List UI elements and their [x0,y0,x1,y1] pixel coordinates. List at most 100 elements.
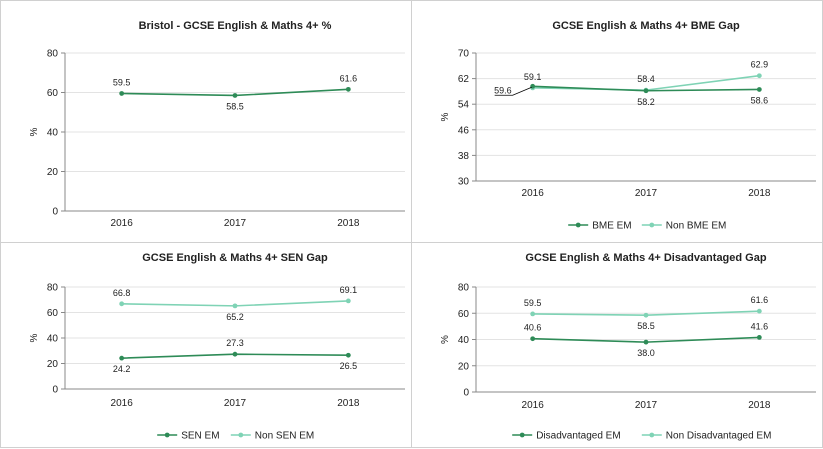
y-tick-label: 80 [47,283,59,294]
chart-title: GCSE English & Maths 4+ BME Gap [552,20,740,32]
chart-title: Bristol - GCSE English & Maths 4+ % [139,20,332,32]
y-tick-label: 54 [458,100,470,111]
y-tick-label: 0 [52,207,58,218]
y-tick-label: 20 [458,361,470,372]
y-tick-label: 60 [47,308,59,319]
data-point [232,303,238,309]
data-point [643,339,649,345]
data-label: 58.4 [637,74,655,84]
chart-panel-bme-gap: GCSE English & Maths 4+ BME Gap 30 38 46 54 6… [411,0,823,243]
legend-swatch-marker [649,432,655,438]
chart-title: GCSE English & Maths 4+ Disadvantaged Ga… [525,252,766,264]
chart-svg: GCSE English & Maths 4+ SEN Gap 0 20 40 60 80… [29,252,405,442]
y-axis-label: % [440,112,451,121]
y-axis-label: % [440,335,451,344]
y-tick-label: 70 [458,49,470,60]
data-label: 61.6 [751,295,769,305]
y-tick-label: 60 [458,309,470,320]
y-tick-label: 62 [458,74,470,85]
data-label: 61.6 [340,73,358,83]
chart-svg: GCSE English & Maths 4+ Disadvantaged Ga… [440,252,816,442]
y-tick-label: 0 [52,385,58,396]
x-tick-label: 2016 [522,400,545,411]
data-point [345,86,351,92]
data-point [119,355,125,361]
data-label: 58.6 [751,95,769,105]
legend-label: BME EM [592,221,631,232]
data-label: 38.0 [637,348,655,358]
legend-label: Non Disadvantaged EM [666,431,772,442]
data-point [530,336,536,342]
y-tick-label: 80 [458,283,470,294]
legend-swatch-marker [575,222,581,228]
data-point [756,87,762,92]
x-tick-label: 2018 [337,398,360,409]
data-point [345,298,351,304]
y-tick-label: 20 [47,359,59,370]
data-label: 58.5 [637,321,655,331]
legend-label: Non SEN EM [255,431,314,442]
legend-swatch-marker [649,222,655,228]
data-label: 24.2 [113,364,131,374]
x-tick-label: 2016 [111,218,134,229]
data-label: 59.5 [113,77,131,87]
x-tick-label: 2016 [111,398,134,409]
legend-swatch-marker [519,432,525,438]
y-tick-label: 30 [458,177,470,188]
legend: SEN EM Non SEN EM [157,431,314,442]
chart-title: GCSE English & Maths 4+ SEN Gap [142,252,328,264]
x-tick-label: 2018 [748,188,771,199]
data-label: 66.8 [113,288,131,298]
data-label: 58.2 [637,97,655,107]
y-tick-label: 60 [47,88,59,99]
data-label: 69.1 [340,285,358,295]
data-point [232,93,238,98]
data-label: 62.9 [751,60,769,70]
data-point [756,308,762,314]
legend-swatch-marker [238,432,244,438]
y-tick-label: 38 [458,151,470,162]
legend-label: Disadvantaged EM [536,431,621,442]
x-tick-label: 2017 [224,218,247,229]
x-tick-label: 2017 [635,188,658,199]
data-label: 59.6 [494,85,512,95]
data-label: 65.2 [226,312,244,322]
legend-label: SEN EM [181,431,219,442]
chart-svg: GCSE English & Maths 4+ BME Gap 30 38 46 54 6… [440,20,816,232]
y-tick-label: 40 [47,334,59,345]
y-tick-label: 40 [47,128,59,139]
y-tick-label: 80 [47,49,59,60]
y-axis-label: % [29,127,40,136]
data-point [530,311,536,317]
data-label: 59.5 [524,298,542,308]
legend-label: Non BME EM [666,221,727,232]
x-tick-label: 2016 [522,188,545,199]
data-label: 27.3 [226,338,244,348]
x-tick-label: 2018 [748,400,771,411]
data-point [756,73,762,79]
x-tick-label: 2017 [224,398,247,409]
chart-panel-disadvantaged-gap: GCSE English & Maths 4+ Disadvantaged Ga… [411,242,823,448]
legend-swatch-marker [164,432,170,438]
data-label: 59.1 [524,72,542,82]
legend: Disadvantaged EM Non Disadvantaged EM [512,431,771,442]
y-tick-label: 20 [47,167,59,178]
x-tick-label: 2017 [635,400,658,411]
label-leader-line [494,86,532,96]
chart-panel-sen-gap: GCSE English & Maths 4+ SEN Gap 0 20 40 60 80… [0,242,412,448]
y-tick-label: 0 [463,388,469,399]
data-label: 58.5 [226,101,244,111]
data-point [232,351,238,357]
data-point [345,352,351,358]
x-tick-label: 2018 [337,218,360,229]
data-label: 26.5 [340,361,358,371]
data-label: 40.6 [524,323,542,333]
data-point [119,91,125,96]
y-tick-label: 46 [458,125,470,136]
y-tick-label: 40 [458,335,470,346]
data-point [643,312,649,318]
data-point [756,335,762,340]
y-axis-label: % [29,333,40,342]
data-point [119,301,125,307]
